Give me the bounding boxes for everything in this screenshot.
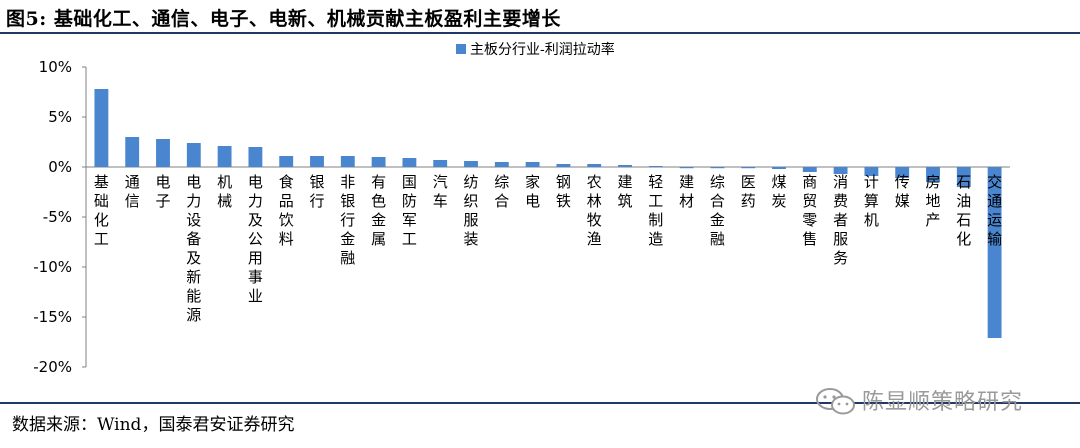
x-category-label: 轻工制造 [648, 173, 663, 248]
bar [987, 167, 1002, 338]
x-category-label: 农林牧渔 [587, 173, 602, 248]
x-category-label: 计算机 [864, 173, 879, 229]
bar [248, 147, 263, 167]
bar [648, 166, 663, 168]
legend-label: 主板分行业-利润拉动率 [470, 41, 615, 58]
source-note: 数据来源：Wind，国泰君安证券研究 [12, 415, 295, 435]
y-axis-labels: 10% 5% 0% -5% -10% -15% -20% [33, 58, 72, 376]
x-category-label: 医药 [741, 173, 756, 210]
bar [802, 167, 817, 172]
bar [156, 139, 170, 167]
bar [217, 146, 232, 167]
figure-title: 图5: 基础化工、通信、电子、电新、机械贡献主板盈利主要增长 [6, 8, 561, 30]
x-category-label: 电子 [155, 173, 170, 210]
figure-header: 图5: 基础化工、通信、电子、电新、机械贡献主板盈利主要增长 [0, 0, 1080, 34]
y-tick-label: 10% [39, 58, 72, 76]
chart-axes [82, 66, 1010, 368]
x-category-label: 消费者服务 [833, 173, 848, 267]
bar [895, 167, 910, 178]
bar [710, 167, 725, 169]
x-category-label: 综合金融 [710, 173, 725, 248]
y-tick-label: -20% [33, 358, 72, 376]
bar [926, 167, 940, 182]
x-category-label: 食品饮料 [279, 173, 294, 248]
legend-swatch [456, 44, 466, 54]
bar [279, 156, 294, 167]
x-category-label: 建筑 [617, 173, 632, 210]
x-category-label: 商贸零售 [802, 173, 817, 248]
x-category-label: 钢铁 [556, 173, 571, 210]
x-category-label: 传媒 [895, 173, 910, 210]
bar [679, 167, 694, 169]
top-rule [0, 32, 1080, 34]
wechat-icon [816, 388, 855, 415]
x-category-label: 综合 [494, 173, 509, 210]
x-category-label: 石油石化 [956, 173, 971, 248]
bar [525, 162, 540, 167]
bar [833, 167, 848, 174]
x-category-label: 有色金属 [371, 173, 386, 248]
x-category-label: 房地产 [925, 173, 940, 229]
x-category-label: 汽车 [433, 173, 448, 210]
watermark: 陈显顺策略研究 [808, 384, 1058, 418]
x-category-label: 基础化工 [94, 173, 109, 248]
x-category-label: 纺织服装 [463, 173, 478, 248]
chart-legend: 主板分行业-利润拉动率 [456, 41, 615, 58]
bar [618, 165, 632, 167]
bar [956, 167, 971, 187]
bar [94, 89, 109, 167]
x-category-label: 通信 [125, 173, 140, 210]
x-category-label: 机械 [217, 173, 232, 210]
x-category-label: 煤炭 [771, 173, 786, 210]
bar [494, 162, 509, 167]
x-category-label: 电力设备及新能源 [186, 173, 201, 324]
x-category-label: 电力及公用事业 [248, 173, 263, 305]
x-category-label: 国防军工 [402, 173, 417, 248]
bar [125, 137, 140, 167]
bar [371, 157, 386, 167]
bar [340, 156, 355, 167]
y-tick-label: -15% [33, 308, 72, 326]
x-category-label: 交通运输 [987, 173, 1002, 248]
bar [464, 161, 478, 167]
y-tick-label: 5% [48, 108, 72, 126]
bar [587, 164, 602, 167]
bar [556, 164, 571, 167]
bottom-rule [0, 402, 1080, 404]
bar [310, 156, 324, 167]
x-category-label: 建材 [679, 173, 694, 210]
y-tick-label: -10% [33, 258, 72, 276]
bar [402, 158, 417, 167]
y-tick-label: 0% [48, 158, 72, 176]
watermark-text: 陈显顺策略研究 [862, 390, 1024, 415]
chart-bars [94, 89, 1002, 338]
x-category-label: 银行 [309, 173, 324, 210]
x-category-label: 非银行金融 [340, 173, 355, 267]
bar [772, 167, 786, 169]
bar [741, 167, 756, 169]
x-category-label: 家电 [525, 173, 540, 210]
bar [433, 160, 448, 167]
bar [186, 143, 201, 167]
bar [864, 167, 879, 176]
y-tick-label: -5% [43, 208, 72, 226]
